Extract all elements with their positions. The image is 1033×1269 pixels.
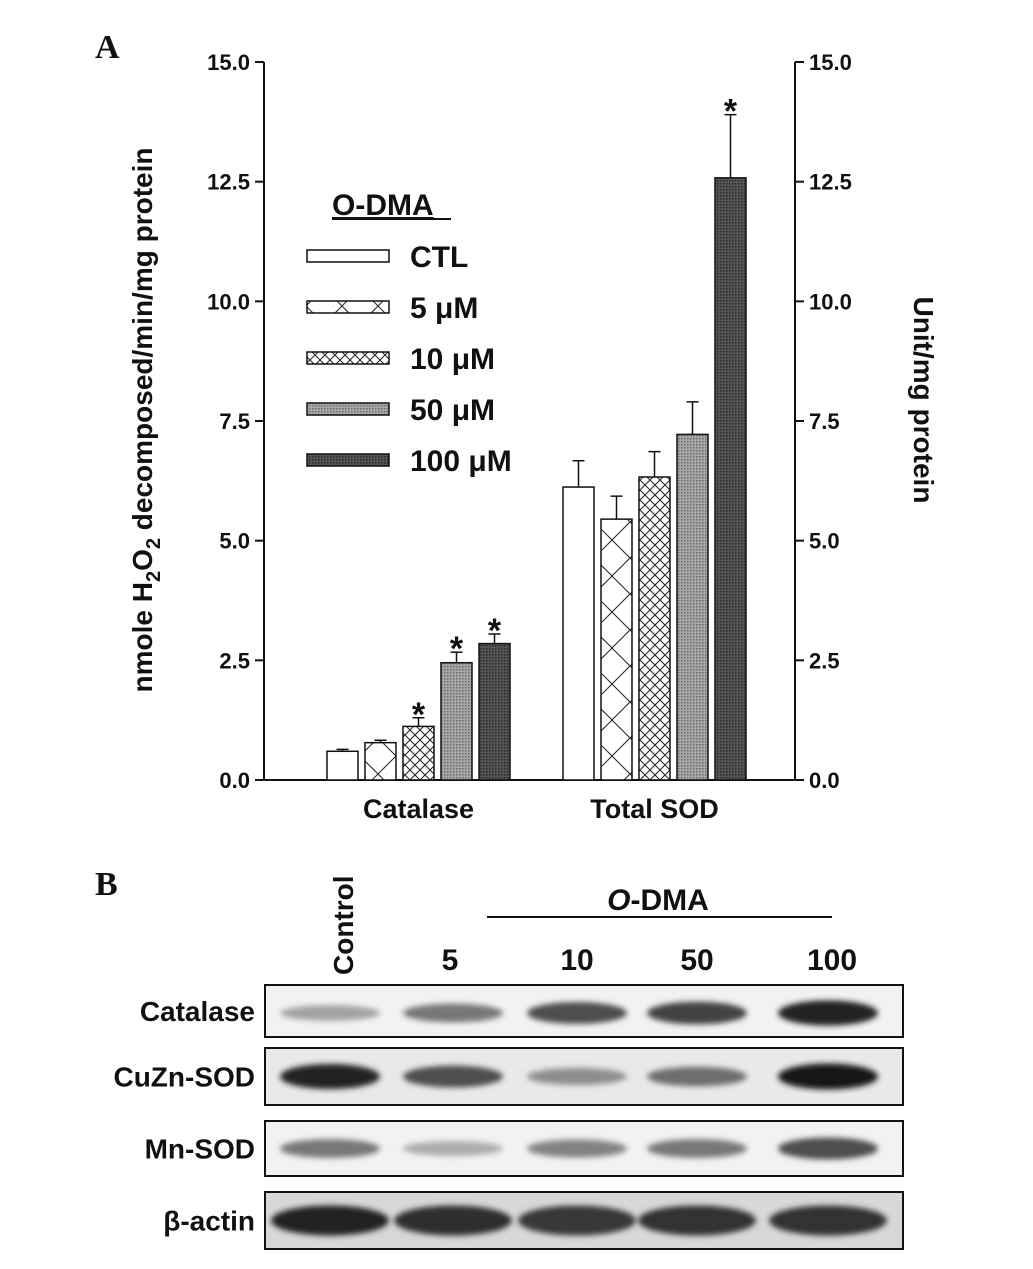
- chart-axes: 0.0 0.0 2.5 2.5 5.0 5.0 7.5 7.5 10.0 10.0 12.5 12.5…: [207, 50, 852, 793]
- legend-swatch: [306, 249, 390, 263]
- y-tick-label-left: 15.0: [207, 50, 250, 75]
- y-axis-label-left: nmole H2O2 decomposed/min/mg protein: [127, 148, 165, 693]
- lane-label: 10: [560, 944, 593, 977]
- blot-band: [403, 1003, 503, 1023]
- legend-entry-label: 5 μM: [410, 292, 478, 325]
- blot-band: [527, 1139, 627, 1158]
- blot-band: [394, 1205, 512, 1236]
- legend-entry-label: 100 μM: [410, 445, 512, 478]
- y-tick-label-left: 10.0: [207, 289, 250, 314]
- legend-entry-label: 50 μM: [410, 394, 495, 427]
- y-tick-label-right: 15.0: [809, 50, 852, 75]
- y-tick-label-right: 12.5: [809, 170, 852, 195]
- bar: [478, 642, 511, 781]
- legend-entry-label: 10 μM: [410, 343, 495, 376]
- lane-label: 5: [442, 944, 459, 977]
- bar: [364, 741, 397, 781]
- blot-band: [647, 1139, 747, 1158]
- panel-b: B O-DMA Control 5 10 50 100 Catalase CuZn-SOD M…: [95, 866, 904, 1250]
- blot-band: [778, 1000, 878, 1026]
- y-tick-label-left: 5.0: [219, 529, 250, 554]
- blot-band: [403, 1065, 503, 1088]
- y-axis-label-right: Unit/mg protein: [908, 297, 939, 504]
- lane-label-control: Control: [328, 875, 359, 975]
- blot-band: [403, 1141, 503, 1156]
- significance-marker: *: [488, 612, 502, 650]
- blot-band: [280, 1139, 380, 1158]
- lane-label: 50: [680, 944, 713, 977]
- y-tick-label-right: 10.0: [809, 289, 852, 314]
- blot-row-label: β-actin: [163, 1206, 255, 1237]
- blot-band: [638, 1205, 756, 1236]
- legend-swatch: [306, 351, 390, 365]
- bar: [440, 661, 473, 781]
- y-tick-label-right: 5.0: [809, 529, 840, 554]
- significance-marker: *: [450, 630, 464, 668]
- blot-row-label: Catalase: [140, 996, 255, 1027]
- bar: [676, 433, 709, 781]
- bar: [600, 518, 633, 781]
- bar: [638, 476, 671, 781]
- bar: [562, 486, 595, 781]
- y-tick-label-right: 0.0: [809, 768, 840, 793]
- bar: [402, 725, 435, 781]
- significance-marker: *: [724, 93, 738, 131]
- blot-row-label: CuZn-SOD: [113, 1062, 255, 1093]
- treatment-title: O-DMA: [607, 884, 709, 917]
- blot-band: [769, 1205, 887, 1236]
- blot-band: [647, 1001, 747, 1025]
- y-tick-label-left: 2.5: [219, 648, 250, 673]
- y-tick-label-left: 0.0: [219, 768, 250, 793]
- legend-entry-label: CTL: [410, 241, 468, 274]
- legend-title: O-DMA: [332, 189, 434, 222]
- y-tick-label-left: 7.5: [219, 409, 250, 434]
- chart-legend: O-DMA CTL 5 μM 10 μM 50 μM 100 μM: [306, 189, 512, 478]
- blot-band: [527, 1002, 627, 1024]
- blot-band: [647, 1066, 747, 1087]
- western-blot: Control 5 10 50 100 Catalase CuZn-SOD Mn-SOD β-a…: [113, 875, 904, 1250]
- blot-band: [778, 1063, 878, 1090]
- bar: [326, 750, 359, 781]
- legend-swatch: [306, 402, 390, 416]
- panel-a-label: A: [95, 29, 120, 66]
- lane-label: 100: [807, 944, 857, 977]
- y-tick-label-right: 2.5: [809, 648, 840, 673]
- x-category-label: Catalase: [363, 794, 474, 824]
- panel-a: A 0.0 0.0 2.5 2.5 5.0 5.0 7.5 7.5 10.0 10.0 12.5 12…: [95, 29, 939, 824]
- y-tick-label-right: 7.5: [809, 409, 840, 434]
- blot-band: [518, 1205, 636, 1236]
- panel-b-label: B: [95, 866, 118, 903]
- blot-band: [280, 1063, 380, 1090]
- blot-band: [778, 1137, 878, 1160]
- legend-swatch: [306, 453, 390, 467]
- legend-swatch: [306, 300, 390, 314]
- blot-row-label: Mn-SOD: [145, 1134, 255, 1165]
- x-category-label: Total SOD: [590, 794, 719, 824]
- blot-band: [527, 1067, 627, 1086]
- bar: [714, 177, 747, 781]
- blot-band: [280, 1005, 380, 1021]
- blot-band: [271, 1205, 389, 1236]
- chart-bars: * * * Catalase * Total SOD: [326, 93, 747, 824]
- y-tick-label-left: 12.5: [207, 170, 250, 195]
- significance-marker: *: [412, 696, 426, 734]
